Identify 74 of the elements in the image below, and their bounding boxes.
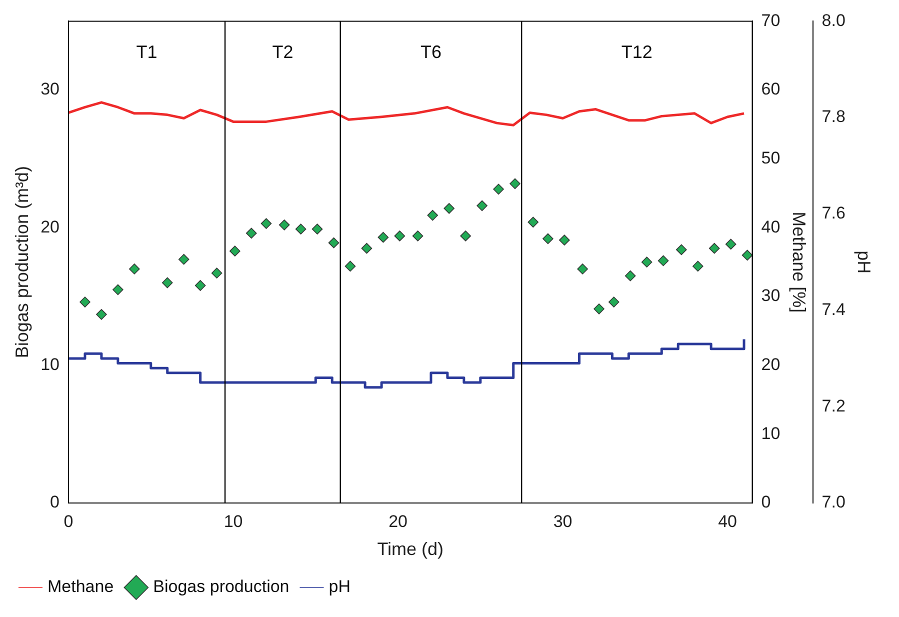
point (725, 238, 736, 250)
x-tick-label: 10 (224, 512, 243, 531)
legend-label: pH (328, 577, 350, 596)
y2-tick-label: 10 (761, 424, 780, 443)
point (178, 254, 190, 265)
point (230, 246, 240, 256)
y3-tick-label: 7.6 (822, 204, 846, 223)
point (427, 210, 438, 221)
point (594, 304, 604, 314)
y2-tick-label: 50 (761, 148, 780, 168)
point (624, 270, 636, 282)
point (378, 232, 389, 243)
y3-tick-label: 8.0 (822, 10, 846, 30)
point (641, 256, 652, 268)
point (608, 296, 620, 308)
point (692, 260, 704, 272)
point (476, 200, 488, 212)
x-tick-label: 30 (553, 512, 572, 531)
point (510, 178, 520, 190)
point (493, 184, 504, 195)
point (246, 228, 257, 239)
point (260, 218, 272, 229)
y2-tick-label: 40 (761, 217, 780, 236)
point (559, 234, 570, 246)
legend-label: Biogas production (153, 577, 290, 596)
point (394, 230, 406, 242)
point (211, 268, 222, 279)
point (96, 309, 107, 320)
point (460, 230, 471, 242)
y2-tick-label: 0 (761, 492, 771, 512)
point (112, 284, 124, 296)
legend-label: Methane (48, 577, 114, 596)
annotation: T1 (136, 42, 158, 62)
x-tick-label: 40 (718, 512, 738, 531)
y-tick-label: 10 (40, 355, 60, 374)
point (328, 237, 340, 248)
y3-tick-label: 7.8 (822, 107, 846, 126)
point (676, 244, 687, 256)
y3-tick-label: 7.2 (822, 396, 846, 416)
x-tick-label: 20 (388, 512, 408, 531)
y3-tick-label: 7.4 (822, 300, 846, 319)
y2-tick-label: 70 (761, 10, 780, 30)
annotation: T2 (272, 42, 294, 62)
y3-tick-label: 7.0 (822, 492, 846, 512)
annotation: T12 (621, 42, 652, 62)
y-tick-label: 30 (40, 80, 60, 99)
point (708, 242, 720, 254)
y2-axis-title: Methane [%] (789, 212, 809, 313)
x-tick-label: 0 (64, 512, 74, 531)
y-axis-title: Biogas production (m³d) (12, 166, 32, 358)
point (295, 224, 306, 234)
point (344, 260, 356, 272)
point (542, 233, 554, 244)
y-tick-label: 0 (50, 492, 60, 512)
point (361, 242, 372, 254)
y2-tick-label: 60 (761, 80, 780, 99)
point (658, 255, 669, 266)
point (742, 250, 752, 261)
y2-tick-label: 20 (761, 355, 780, 374)
y2-tick-label: 30 (761, 286, 780, 306)
point (162, 277, 173, 288)
point (312, 224, 323, 234)
point (278, 220, 290, 230)
point (412, 230, 424, 242)
point (80, 296, 90, 308)
y-tick-label: 20 (40, 217, 60, 236)
annotation: T6 (420, 42, 442, 62)
point (129, 264, 140, 274)
point (194, 280, 206, 291)
point (528, 216, 539, 228)
x-axis-title: Time (d) (377, 539, 444, 560)
point (577, 264, 588, 274)
y3-axis-title: pH (854, 250, 874, 274)
point (444, 203, 454, 214)
